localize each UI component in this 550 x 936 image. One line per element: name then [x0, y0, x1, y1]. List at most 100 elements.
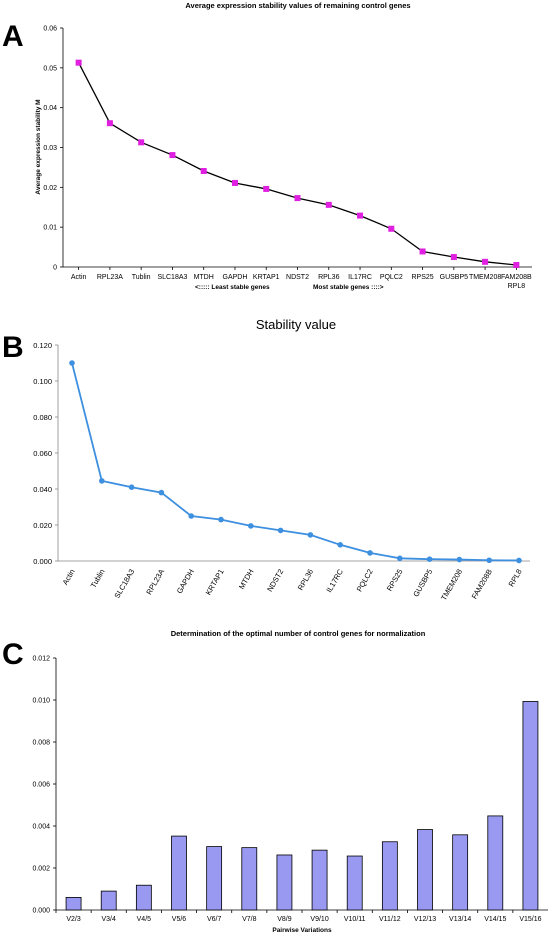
- chart-b-point: [277, 527, 284, 534]
- chart-c-y-tick-label: 0.002: [32, 866, 50, 873]
- chart-c-bar: [381, 841, 398, 911]
- chart-b-y-ticks: 0.000 0.020 0.040 0.060 0.080 0.100 0.120: [33, 341, 58, 566]
- chart-c-x-tick-label: V8/9: [277, 916, 292, 923]
- chart-c-x-tick-label: V10/11: [344, 916, 366, 923]
- chart-b-x-tick-label: NDST2: [265, 568, 285, 594]
- chart-c-x-tick-label: V12/13: [414, 916, 436, 923]
- chart-a-x-tick-label: TMEM208: [469, 274, 501, 281]
- chart-a-point: [200, 168, 207, 175]
- chart-c-y-tick-label: 0.012: [32, 656, 50, 663]
- chart-b-point: [426, 556, 433, 562]
- chart-b-y-tick-label: 0.000: [33, 557, 52, 566]
- chart-b-series: [69, 360, 522, 564]
- chart-b-point: [99, 478, 105, 484]
- chart-b-x-tick-label: RPL23A: [144, 568, 166, 597]
- chart-a-y-tick-label: 0.03: [43, 145, 57, 152]
- chart-b-point: [218, 516, 224, 523]
- chart-b-y-tick-label: 0.060: [33, 449, 52, 458]
- chart-a-annotation-least-stable: <::::: Least stable genes: [195, 284, 270, 291]
- chart-c-x-ticks: V2/3 V3/4 V4/5 V5/6 V6/7 V7/8 V8/9 V9/10 V10/11 V…: [55, 910, 542, 923]
- chart-a: A Average expression stability values of…: [2, 1, 532, 291]
- chart-a-x-ticks: Actin RPL23A Tublin SLC18A3 MTDH GAPDH KRTAP1 N…: [71, 267, 532, 290]
- chart-a-point: [138, 139, 145, 146]
- chart-c-x-tick-label: V5/6: [172, 916, 187, 923]
- chart-b-point: [158, 489, 165, 496]
- chart-a-y-tick-label: 0.05: [43, 65, 57, 72]
- chart-c-x-tick-label: V7/8: [242, 916, 257, 923]
- chart-b-point: [486, 557, 493, 564]
- chart-b-x-tick-label: GAPDH: [175, 568, 196, 596]
- chart-c-bar: [417, 829, 433, 911]
- chart-b-y-tick-label: 0.020: [33, 521, 52, 530]
- chart-c-x-tick-label: V11/12: [379, 916, 401, 923]
- chart-b-point: [516, 557, 522, 564]
- chart-a-x-tick-label: RPS25: [411, 274, 433, 281]
- chart-b-y-tick-label: 0.120: [33, 341, 52, 350]
- chart-c-x-tick-label: V14/15: [484, 916, 506, 923]
- chart-a-point: [388, 225, 395, 232]
- chart-a-x-tick-label: IL17RC: [348, 274, 372, 281]
- chart-c-x-tick-label: V2/3: [66, 916, 81, 923]
- chart-b-series-line: [71, 362, 520, 562]
- chart-a-x-tick-label: RPL23A: [97, 274, 123, 281]
- chart-b-x-tick-label: Actin: [61, 568, 77, 587]
- chart-c-bar: [487, 815, 504, 911]
- chart-c-bar: [346, 855, 363, 911]
- chart-b-x-tick-label: SLC18A3: [112, 568, 136, 600]
- chart-b-x-tick-label: IL17RC: [324, 567, 345, 594]
- chart-a-y-tick-label: 0.06: [43, 26, 57, 33]
- chart-b-x-tick-label: RPS25: [385, 568, 405, 593]
- chart-a-x-tick-label: Tublin: [132, 274, 151, 281]
- chart-c-y-tick-label: 0.004: [32, 824, 50, 831]
- chart-b-point: [337, 542, 344, 548]
- chart-c-y-tick-label: 0.006: [32, 782, 50, 789]
- chart-b: B Stability value 0.0000.0200.0400.0600.…: [2, 317, 530, 602]
- chart-a-x-tick-label: RPL36: [318, 274, 340, 281]
- chart-a-x-tick-label: GUSBP5: [440, 274, 469, 281]
- chart-c: C Determination of the optimal number of…: [2, 629, 548, 934]
- chart-b-y-tick-label: 0.080: [33, 413, 52, 422]
- chart-b-x-tick-label: PQLC2: [355, 568, 375, 594]
- chart-a-y-ticks: 0 0.01 0.02 0.03 0.04 0.05 0.06: [43, 26, 63, 272]
- chart-c-y-tick-label: 0.008: [32, 740, 50, 747]
- panel-label-a: A: [2, 20, 24, 53]
- chart-b-point: [307, 532, 314, 538]
- chart-a-series-line: [78, 62, 517, 266]
- chart-b-point: [248, 523, 254, 529]
- chart-a-x-tick-label: NDST2: [286, 274, 309, 281]
- chart-b-x-tick-label: RPL8: [507, 568, 524, 589]
- chart-c-x-tick-label: V3/4: [102, 916, 117, 923]
- chart-c-x-tick-label: V6/7: [207, 916, 222, 923]
- chart-b-x-tick-label: Tublin: [89, 568, 107, 590]
- chart-b-x-tick-label: MTDH: [237, 568, 256, 591]
- chart-a-point: [325, 201, 332, 208]
- chart-a-point: [419, 248, 426, 255]
- chart-c-y-tick-label: 0.010: [32, 698, 50, 705]
- chart-c-x-tick-label: V15/16: [519, 916, 541, 923]
- chart-c-bar: [206, 846, 223, 911]
- chart-c-bar: [100, 890, 117, 911]
- chart-c-bar: [452, 834, 469, 911]
- chart-b-x-tick-label: KRTAP1: [204, 568, 226, 597]
- chart-a-point: [450, 254, 457, 261]
- chart-a-point: [169, 152, 176, 159]
- chart-a-y-axis-title: Average expression stability M: [35, 99, 42, 194]
- panel-label-c: C: [2, 638, 24, 671]
- chart-a-y-tick-label: 0.04: [43, 105, 57, 112]
- chart-a-y-tick-label: 0: [53, 265, 57, 272]
- chart-a-x-tick-label: PQLC2: [380, 274, 403, 281]
- chart-a-x-tick-label: SLC18A3: [157, 274, 187, 281]
- chart-a-annotation-most-stable: Most stable genes ::::>: [313, 284, 384, 291]
- chart-a-x-tick-label: KRTAP1: [253, 274, 280, 281]
- chart-b-x-tick-label: FAM208B: [470, 568, 494, 601]
- chart-b-point: [456, 556, 463, 563]
- chart-b-point: [367, 550, 373, 556]
- chart-a-point: [75, 59, 82, 66]
- chart-c-bar: [522, 701, 539, 911]
- chart-c-x-tick-label: V13/14: [449, 916, 471, 923]
- chart-a-title: Average expression stability values of r…: [185, 1, 410, 10]
- chart-b-y-tick-label: 0.040: [33, 485, 52, 494]
- chart-a-point: [294, 195, 301, 202]
- chart-c-y-ticks: 0.000 0.002 0.004 0.006 0.008 0.010 0.012: [32, 656, 56, 915]
